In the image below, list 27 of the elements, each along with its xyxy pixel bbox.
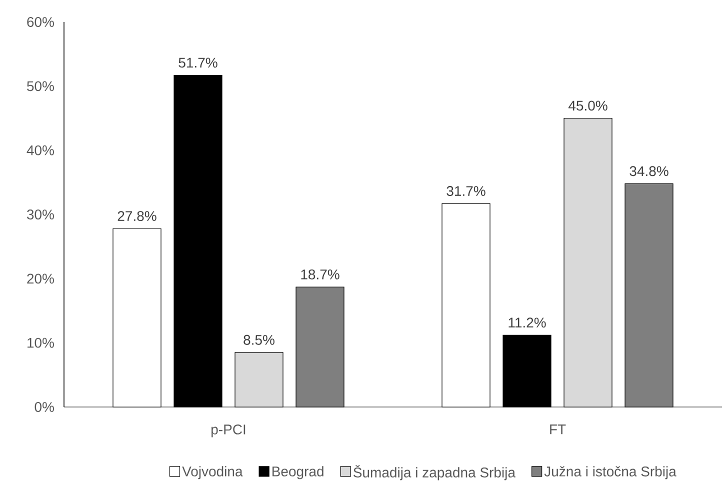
bar [442, 203, 490, 408]
data-label: 31.7% [446, 186, 486, 196]
data-label: 51.7% [178, 58, 218, 68]
legend-label: Beograd [272, 466, 324, 480]
y-tick-label: 20% [27, 274, 54, 284]
data-label: 11.2% [508, 318, 546, 328]
y-tick-label: 50% [27, 81, 54, 92]
x-tick-label: FT [550, 424, 566, 434]
bar [502, 334, 552, 408]
legend-label: Šumadija i zapadna Srbija [354, 465, 516, 480]
bar [174, 74, 222, 408]
data-label: 34.8% [630, 166, 668, 176]
y-tick-label: 60% [27, 17, 54, 27]
legend-label: Južna i istočna Srbija [544, 466, 676, 480]
data-label: 18.7% [301, 269, 340, 280]
data-label: 27.8% [118, 211, 156, 221]
x-tick-label: p-PCI [212, 424, 246, 438]
data-label: 8.5% [244, 334, 274, 345]
y-tick-label: 30% [26, 210, 54, 220]
bar [564, 118, 612, 408]
data-label: 45.0% [568, 100, 608, 111]
bar [234, 352, 284, 408]
y-tick-label: 40% [26, 145, 54, 156]
y-tick-label: 0% [34, 402, 54, 412]
bar [112, 228, 162, 408]
legend-label: Vojvodina [182, 466, 243, 480]
y-tick-label: 10% [28, 338, 54, 348]
